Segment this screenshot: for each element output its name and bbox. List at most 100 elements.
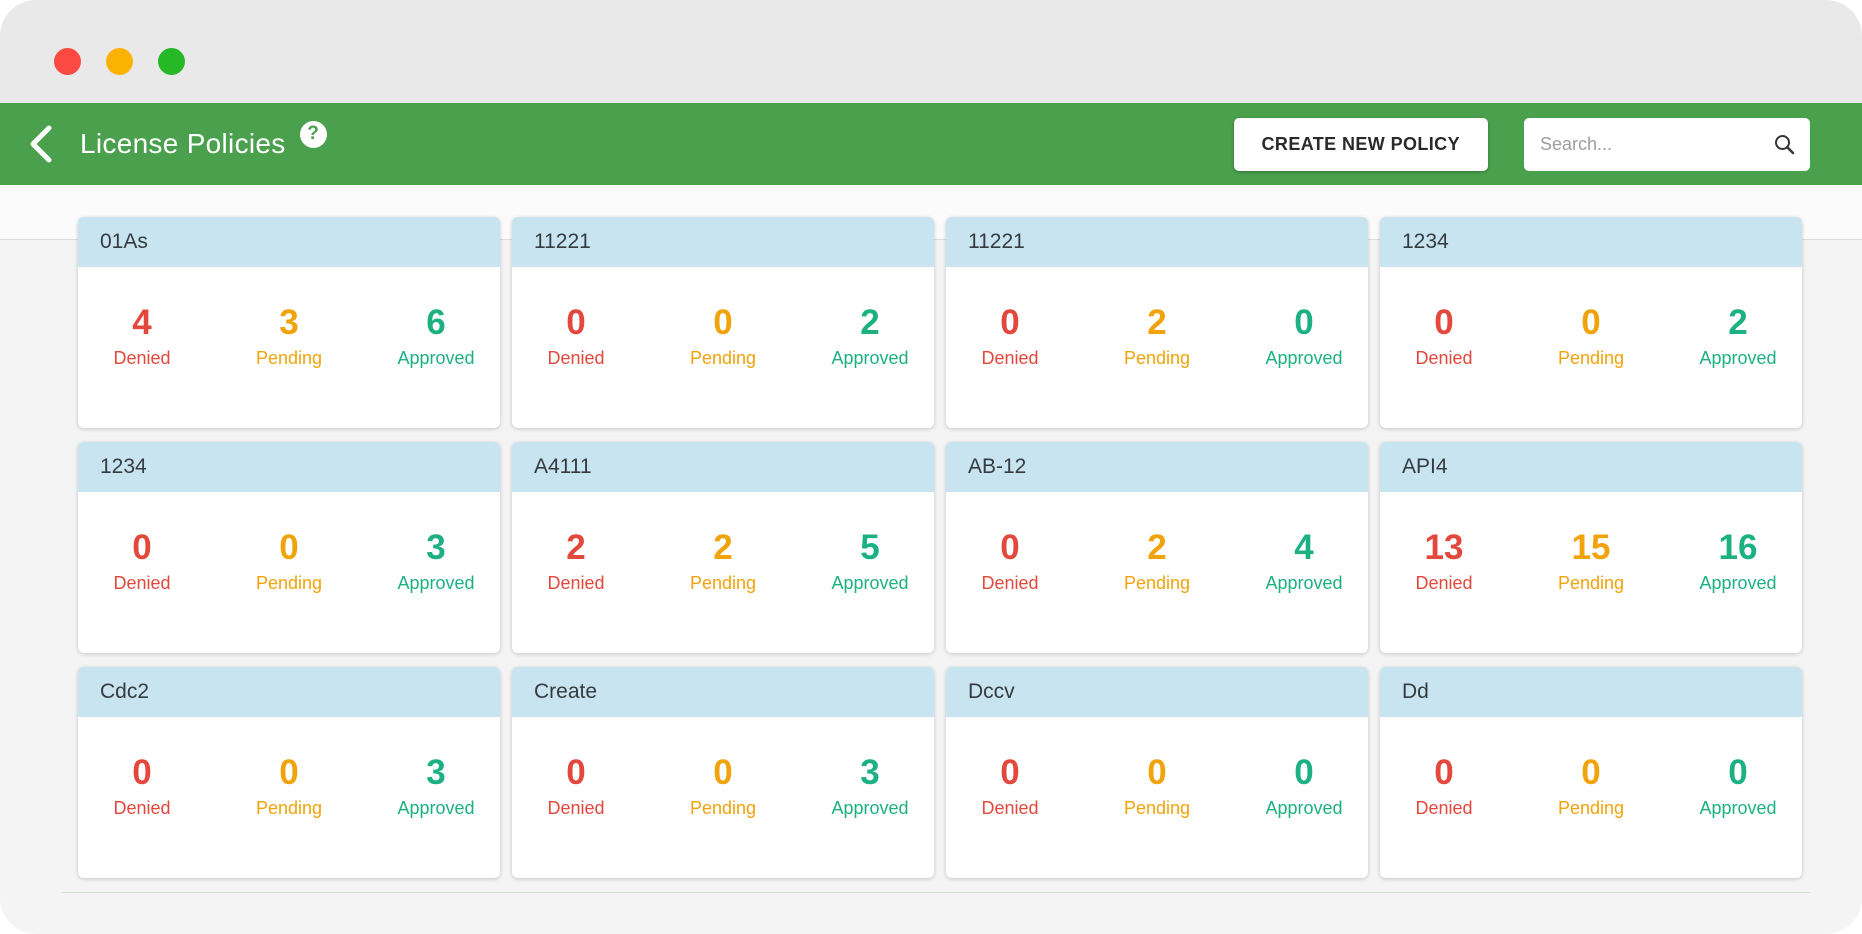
policy-name: Dccv [968, 680, 1015, 703]
policy-card[interactable]: 1234 0 Denied 0 Pending 3 Approved [78, 442, 500, 653]
search-box[interactable] [1524, 117, 1810, 171]
approved-label: Approved [831, 797, 909, 818]
policy-card-body: 0 Denied 0 Pending 0 Approved [1380, 717, 1802, 878]
pending-stat: 2 Pending [1113, 303, 1201, 369]
denied-stat: 4 Denied [98, 303, 186, 369]
approved-stat: 2 Approved [1694, 303, 1782, 369]
pending-stat: 0 Pending [679, 753, 767, 819]
approved-label: Approved [831, 572, 909, 593]
policy-card[interactable]: Dccv 0 Denied 0 Pending 0 Approved [946, 667, 1368, 878]
approved-count: 3 [860, 752, 880, 792]
back-button[interactable] [28, 124, 62, 164]
help-icon[interactable]: ? [299, 120, 327, 148]
pending-stat: 15 Pending [1547, 528, 1635, 594]
bottom-divider [62, 892, 1810, 893]
policy-card[interactable]: 11221 0 Denied 2 Pending 0 Approved [946, 217, 1368, 428]
policy-card-body: 0 Denied 2 Pending 0 Approved [946, 267, 1368, 428]
policy-card[interactable]: AB-12 0 Denied 2 Pending 4 Approved [946, 442, 1368, 653]
pending-label: Pending [1557, 347, 1625, 368]
policy-card-header: Cdc2 [78, 667, 500, 717]
zoom-window-icon[interactable] [158, 48, 185, 75]
pending-stat: 0 Pending [1547, 753, 1635, 819]
pending-label: Pending [689, 572, 757, 593]
approved-count: 2 [1728, 302, 1748, 342]
denied-label: Denied [113, 797, 171, 818]
create-new-policy-button[interactable]: CREATE NEW POLICY [1233, 117, 1488, 171]
pending-count: 3 [279, 302, 299, 342]
policy-card[interactable]: 01As 4 Denied 3 Pending 6 Approved [78, 217, 500, 428]
policy-card-header: 11221 [946, 217, 1368, 267]
policy-name: Dd [1402, 680, 1429, 703]
close-window-icon[interactable] [54, 48, 81, 75]
pending-label: Pending [1123, 347, 1191, 368]
policy-card-header: Dd [1380, 667, 1802, 717]
policy-card[interactable]: Dd 0 Denied 0 Pending 0 Approved [1380, 667, 1802, 878]
policy-card[interactable]: API4 13 Denied 15 Pending 16 Approved [1380, 442, 1802, 653]
policy-card-header: Create [512, 667, 934, 717]
pending-count: 2 [1147, 527, 1167, 567]
pending-stat: 0 Pending [1547, 303, 1635, 369]
denied-count: 0 [1434, 302, 1454, 342]
policy-card-body: 0 Denied 0 Pending 2 Approved [1380, 267, 1802, 428]
pending-count: 2 [713, 527, 733, 567]
policy-card-header: 1234 [78, 442, 500, 492]
policy-card[interactable]: Create 0 Denied 0 Pending 3 Approved [512, 667, 934, 878]
policy-name: AB-12 [968, 455, 1027, 478]
approved-stat: 4 Approved [1260, 528, 1348, 594]
policy-card-body: 0 Denied 0 Pending 3 Approved [78, 717, 500, 878]
denied-label: Denied [547, 347, 605, 368]
policy-card-header: AB-12 [946, 442, 1368, 492]
policy-card-header: 01As [78, 217, 500, 267]
search-input[interactable] [1540, 133, 1772, 155]
window-titlebar [0, 0, 1862, 103]
denied-count: 0 [1000, 527, 1020, 567]
denied-stat: 2 Denied [532, 528, 620, 594]
denied-stat: 0 Denied [532, 753, 620, 819]
denied-count: 0 [1000, 302, 1020, 342]
denied-stat: 13 Denied [1400, 528, 1488, 594]
denied-stat: 0 Denied [966, 303, 1054, 369]
denied-label: Denied [547, 797, 605, 818]
denied-stat: 0 Denied [1400, 303, 1488, 369]
pending-stat: 2 Pending [679, 528, 767, 594]
approved-stat: 2 Approved [826, 303, 914, 369]
approved-label: Approved [1699, 572, 1777, 593]
policy-card[interactable]: 11221 0 Denied 0 Pending 2 Approved [512, 217, 934, 428]
policy-card[interactable]: 1234 0 Denied 0 Pending 2 Approved [1380, 217, 1802, 428]
denied-stat: 0 Denied [532, 303, 620, 369]
denied-count: 0 [132, 752, 152, 792]
policy-card[interactable]: Cdc2 0 Denied 0 Pending 3 Approved [78, 667, 500, 878]
pending-count: 0 [279, 752, 299, 792]
minimize-window-icon[interactable] [106, 48, 133, 75]
approved-stat: 3 Approved [392, 753, 480, 819]
approved-label: Approved [1265, 572, 1343, 593]
pending-count: 2 [1147, 302, 1167, 342]
approved-label: Approved [397, 797, 475, 818]
approved-label: Approved [397, 572, 475, 593]
pending-count: 0 [279, 527, 299, 567]
denied-count: 0 [1000, 752, 1020, 792]
denied-label: Denied [1415, 347, 1473, 368]
search-icon[interactable] [1772, 132, 1796, 156]
approved-stat: 5 Approved [826, 528, 914, 594]
denied-count: 2 [566, 527, 586, 567]
denied-count: 13 [1424, 527, 1464, 567]
approved-count: 0 [1728, 752, 1748, 792]
approved-label: Approved [1265, 797, 1343, 818]
pending-stat: 0 Pending [245, 753, 333, 819]
policy-card[interactable]: A4111 2 Denied 2 Pending 5 Approved [512, 442, 934, 653]
policy-card-body: 0 Denied 2 Pending 4 Approved [946, 492, 1368, 653]
pending-count: 0 [1147, 752, 1167, 792]
policy-name: 1234 [100, 455, 147, 478]
policy-card-grid: 01As 4 Denied 3 Pending 6 Approved 11221… [78, 217, 1802, 878]
approved-label: Approved [831, 347, 909, 368]
denied-label: Denied [1415, 797, 1473, 818]
policy-name: 11221 [534, 230, 591, 253]
denied-count: 4 [132, 302, 152, 342]
policy-card-header: 11221 [512, 217, 934, 267]
denied-label: Denied [113, 572, 171, 593]
denied-stat: 0 Denied [98, 753, 186, 819]
pending-stat: 3 Pending [245, 303, 333, 369]
denied-stat: 0 Denied [98, 528, 186, 594]
policy-name: A4111 [534, 455, 592, 478]
